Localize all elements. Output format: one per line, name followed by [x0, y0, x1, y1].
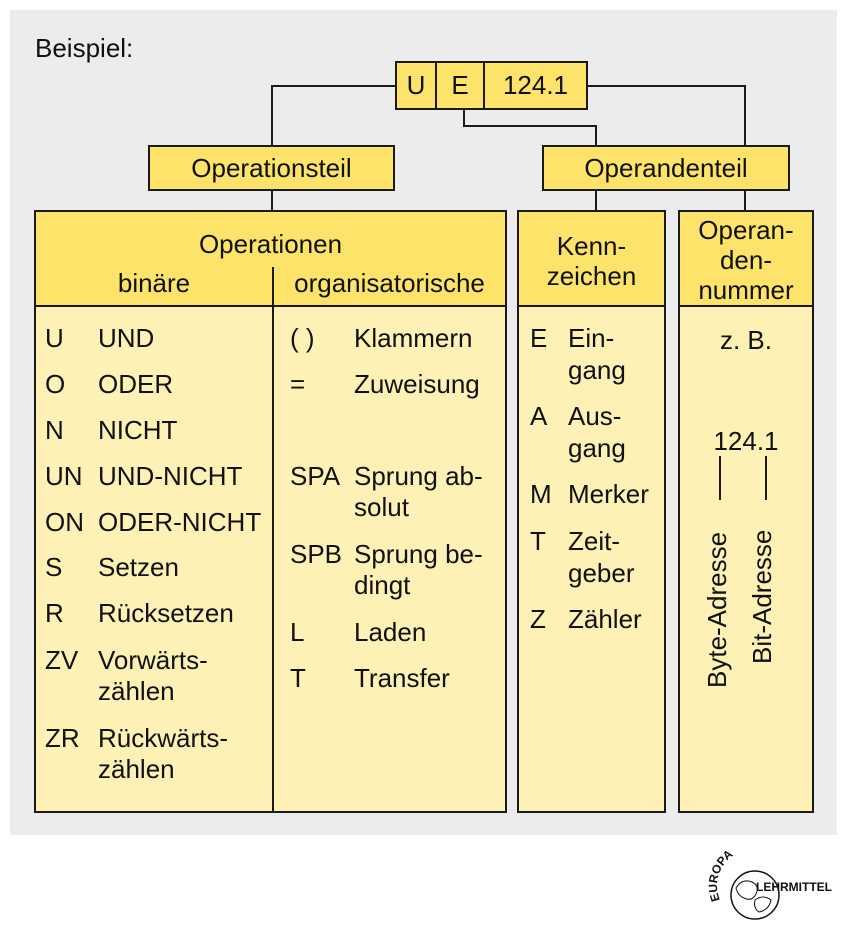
- identifier-header: [519, 212, 664, 305]
- binary-code: ZV: [45, 645, 79, 675]
- operand-number-example-value: 124.1: [713, 426, 779, 456]
- connector-line: [271, 189, 273, 212]
- org-name: Sprung ab-: [354, 461, 483, 491]
- connector-line: [271, 85, 397, 87]
- logo-right-text: LEHRMITTEL: [756, 880, 832, 894]
- instruction-box: U E 124.1: [395, 61, 588, 110]
- binary-name-continued: zählen: [98, 676, 175, 706]
- org-code: =: [290, 369, 306, 399]
- binary-name: ODER-NICHT: [98, 507, 262, 537]
- identifier-name-continued: gang: [568, 433, 626, 463]
- organizational-header: organisatorische: [294, 268, 485, 298]
- org-code: T: [290, 663, 306, 693]
- connector-line: [271, 85, 273, 146]
- operand-number-header-line1: Operan-: [698, 215, 794, 245]
- header-divider: [680, 305, 812, 307]
- operand-part-label: Operandenteil: [542, 145, 790, 191]
- binary-name: Setzen: [98, 552, 179, 582]
- identifier-name-continued: geber: [568, 558, 635, 588]
- org-code: SPA: [290, 461, 341, 491]
- binary-code: U: [45, 323, 64, 353]
- identifier-code: M: [530, 479, 552, 509]
- operations-table: Operationen binäre organisatorische: [34, 210, 507, 813]
- binary-name: Vorwärts-: [98, 645, 208, 675]
- identifier-name: Zähler: [568, 604, 642, 634]
- binary-header: binäre: [117, 268, 191, 298]
- binary-name: UND-NICHT: [98, 461, 243, 491]
- identifier-name: Zeit-: [568, 526, 620, 556]
- org-code: SPB: [290, 539, 343, 569]
- binary-name-continued: zählen: [98, 754, 175, 784]
- connector-line: [463, 125, 597, 127]
- binary-name: ODER: [98, 369, 174, 399]
- operand-number-header-line3: nummer: [698, 275, 794, 305]
- connector-line: [586, 85, 746, 87]
- binary-code: UN: [45, 461, 83, 491]
- operations-title: Operationen: [198, 229, 343, 259]
- header-divider: [36, 305, 505, 307]
- instruction-operand-code: E: [437, 63, 485, 108]
- identifier-code: Z: [530, 604, 546, 634]
- bit-address-label: Bit-Adresse: [747, 530, 778, 664]
- binary-name: Rücksetzen: [98, 598, 234, 628]
- operand-number-table: Operan- den- nummer z. B. 124.1: [678, 210, 814, 813]
- connector-line: [463, 108, 465, 127]
- operand-number-header: [680, 212, 812, 305]
- binary-code: S: [45, 552, 63, 582]
- identifier-table: Kenn- zeichen: [517, 210, 666, 813]
- binary-name: Rückwärts-: [98, 723, 229, 753]
- binary-code: ON: [45, 507, 84, 537]
- org-name: Klammern: [354, 323, 473, 353]
- org-name: Sprung be-: [354, 539, 483, 569]
- org-name: Transfer: [354, 663, 450, 693]
- org-name-continued: dingt: [354, 570, 411, 600]
- org-name: Laden: [354, 617, 427, 647]
- bit-address-pointer: [765, 456, 767, 500]
- identifier-name-continued: gang: [568, 355, 626, 385]
- operation-part-label: Operationsteil: [148, 145, 395, 191]
- example-label: Beispiel:: [35, 33, 134, 63]
- identifier-code: T: [530, 526, 546, 556]
- binary-code: N: [45, 415, 64, 445]
- operations-header: [36, 212, 505, 305]
- identifier-name: Aus-: [568, 401, 622, 431]
- identifier-header-line1: Kenn-: [556, 231, 627, 261]
- operand-number-example-prefix: z. B.: [719, 325, 772, 355]
- connector-line: [595, 125, 597, 146]
- binary-code: ZR: [45, 723, 80, 753]
- binary-name: NICHT: [98, 415, 178, 445]
- identifier-header-line2: zeichen: [546, 261, 637, 291]
- identifier-code: E: [530, 323, 548, 353]
- bit-address-text: Bit-Adresse: [747, 529, 777, 664]
- binary-code: R: [45, 598, 64, 628]
- connector-line: [744, 85, 746, 146]
- binary-name: UND: [98, 323, 155, 353]
- europa-lehrmittel-logo: EUROPA LEHRMITTEL: [706, 847, 832, 920]
- header-divider: [519, 305, 664, 307]
- binary-code: O: [45, 369, 66, 399]
- connector-line: [595, 189, 597, 212]
- org-code: L: [290, 617, 305, 647]
- byte-address-text: Byte-Adresse: [702, 531, 732, 688]
- operand-number-header-line2: den-: [719, 245, 773, 275]
- instruction-operand-number: 124.1: [502, 70, 569, 100]
- byte-address-pointer: [719, 456, 721, 500]
- byte-address-label: Byte-Adresse: [702, 532, 733, 688]
- org-name-continued: solut: [354, 492, 409, 522]
- identifier-name: Ein-: [568, 323, 615, 353]
- connector-line: [744, 189, 746, 212]
- instruction-op: U: [397, 63, 437, 108]
- column-divider: [272, 267, 274, 811]
- identifier-code: A: [530, 401, 548, 431]
- org-code: ( ): [290, 323, 315, 353]
- identifier-name: Merker: [568, 479, 649, 509]
- org-name: Zuweisung: [354, 369, 480, 399]
